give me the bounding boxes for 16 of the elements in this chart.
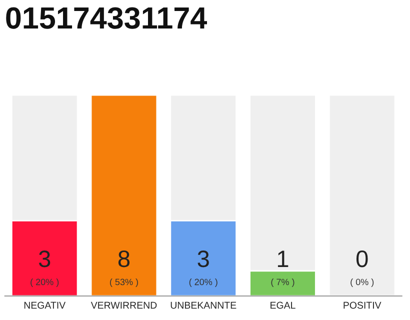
- annotation: ( 20% ): [30, 278, 59, 287]
- x-tick-label: POSITIV: [344, 302, 382, 309]
- data-label: 3: [198, 250, 209, 268]
- chart-title: 015174331174: [6, 7, 207, 29]
- data-label: 0: [356, 250, 368, 268]
- data-label: 8: [118, 250, 130, 268]
- x-tick-label: VERWIRREND: [90, 302, 157, 309]
- x-tick-label: NEGATIV: [24, 302, 66, 309]
- annotation: ( 20% ): [189, 278, 218, 287]
- data-label: 3: [38, 250, 50, 268]
- annotation: ( 7% ): [271, 278, 294, 287]
- annotation: ( 0% ): [350, 278, 374, 287]
- data-label: 1: [278, 250, 288, 267]
- annotation: ( 53% ): [110, 278, 138, 287]
- x-tick-label: UNBEKANNTE: [170, 302, 236, 309]
- x-tick-label: EGAL: [270, 302, 296, 309]
